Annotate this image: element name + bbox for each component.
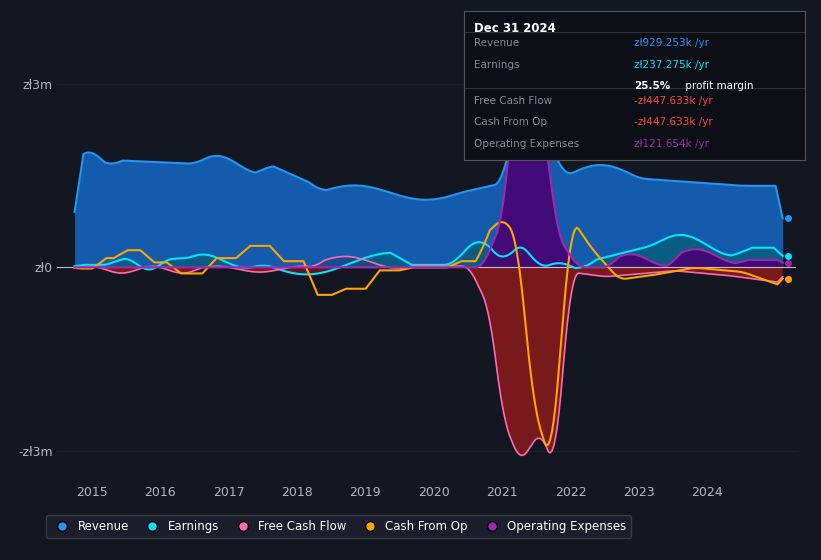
Text: Revenue: Revenue (474, 38, 519, 48)
Text: zł121.654k /yr: zł121.654k /yr (635, 139, 709, 149)
Text: profit margin: profit margin (682, 81, 754, 91)
Text: zł237.275k /yr: zł237.275k /yr (635, 60, 709, 70)
Text: Earnings: Earnings (474, 60, 520, 70)
Text: Cash From Op: Cash From Op (474, 116, 547, 127)
Text: -zł447.633k /yr: -zł447.633k /yr (635, 96, 713, 106)
Text: Free Cash Flow: Free Cash Flow (474, 96, 553, 106)
Text: zł929.253k /yr: zł929.253k /yr (635, 38, 709, 48)
Text: Dec 31 2024: Dec 31 2024 (474, 22, 556, 35)
Text: 25.5%: 25.5% (635, 81, 671, 91)
Text: -zł447.633k /yr: -zł447.633k /yr (635, 116, 713, 127)
Legend: Revenue, Earnings, Free Cash Flow, Cash From Op, Operating Expenses: Revenue, Earnings, Free Cash Flow, Cash … (46, 515, 631, 538)
Text: Operating Expenses: Operating Expenses (474, 139, 580, 149)
